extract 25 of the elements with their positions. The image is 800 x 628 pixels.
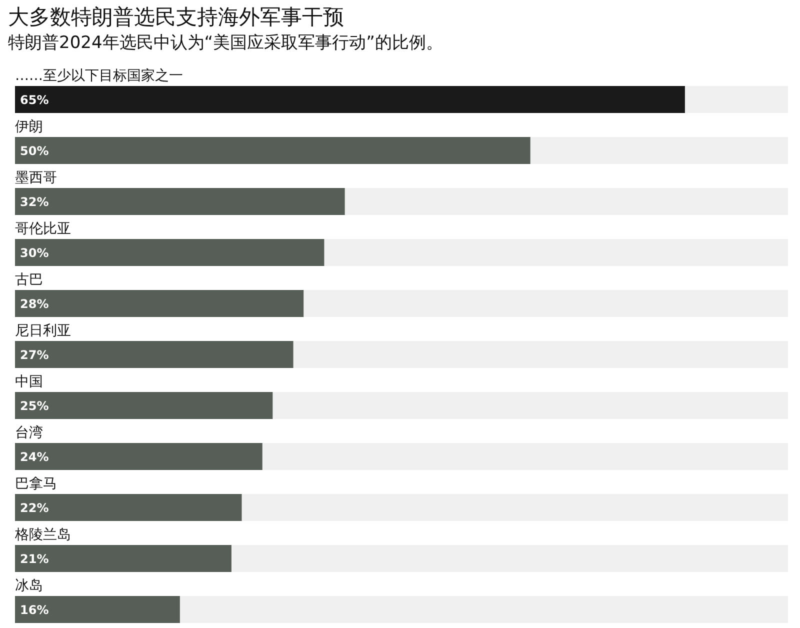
data-label: 25% — [20, 399, 49, 413]
y-tick-label: 冰岛 — [15, 578, 43, 594]
data-label: 22% — [20, 501, 49, 515]
bar — [15, 596, 180, 623]
y-tick-label: 伊朗 — [15, 119, 43, 135]
data-label: 24% — [20, 450, 49, 464]
data-label: 50% — [20, 144, 49, 158]
y-tick-label: 台湾 — [15, 425, 43, 441]
data-label: 65% — [20, 93, 49, 107]
y-tick-label: 尼日利亚 — [15, 323, 71, 339]
data-label: 27% — [20, 348, 49, 362]
data-label: 30% — [20, 246, 49, 260]
y-tick-label: ……至少以下目标国家之一 — [15, 68, 183, 84]
y-tick-label: 古巴 — [15, 272, 43, 288]
chart-subtitle: 特朗普2024年选民中认为“美国应采取军事行动”的比例。 — [8, 33, 443, 53]
data-label: 32% — [20, 195, 49, 209]
y-tick-label: 哥伦比亚 — [15, 221, 71, 237]
y-tick-label: 墨西哥 — [15, 170, 57, 186]
data-label: 28% — [20, 297, 49, 311]
y-tick-label: 中国 — [15, 374, 43, 390]
data-label: 16% — [20, 603, 49, 617]
y-tick-label: 巴拿马 — [15, 476, 57, 492]
chart-title: 大多数特朗普选民支持海外军事干预 — [8, 5, 344, 29]
data-label: 21% — [20, 552, 49, 566]
y-tick-label: 格陵兰岛 — [14, 527, 71, 543]
